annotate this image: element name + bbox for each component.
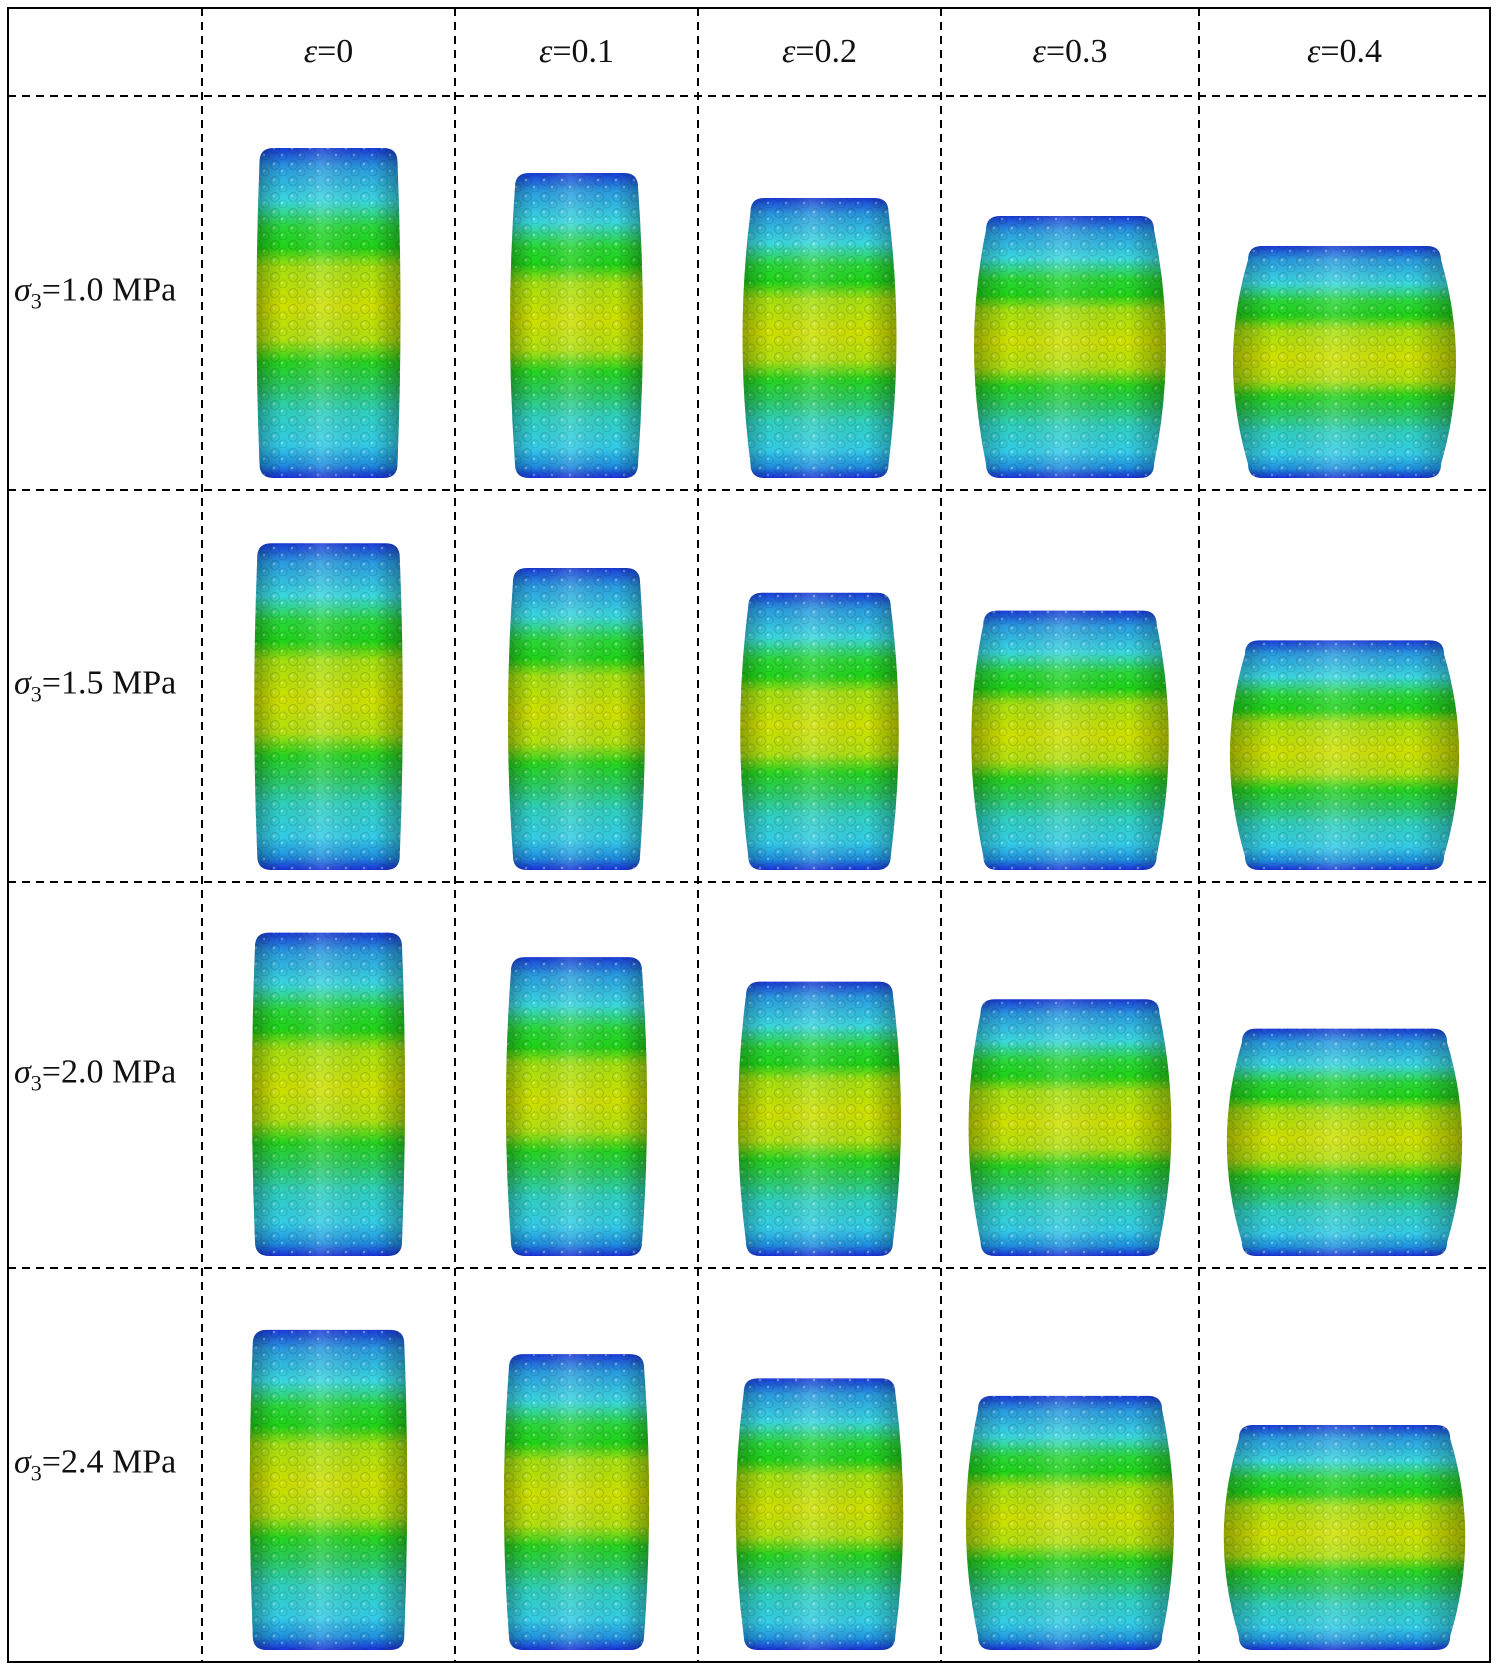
stress-subscript: 3	[30, 1460, 42, 1486]
strain-symbol: ε	[303, 33, 318, 70]
stress-value: =1.5 MPa	[41, 664, 177, 702]
stress-subscript: 3	[30, 1070, 42, 1096]
specimen-image	[249, 1329, 408, 1650]
specimen-image	[740, 592, 899, 870]
stress-symbol: σ	[14, 1053, 31, 1091]
specimen-image	[254, 543, 403, 870]
strain-symbol: ε	[781, 33, 796, 70]
row-header: σ3=2.4 MPa	[14, 1443, 177, 1486]
stress-subscript: 3	[30, 288, 42, 314]
strain-symbol: ε	[1032, 33, 1046, 70]
column-header: ε=0.1	[539, 35, 614, 69]
specimen-image	[256, 148, 401, 478]
specimen-image	[1233, 246, 1456, 478]
specimen-image	[1229, 640, 1460, 870]
strain-value: =0.3	[1045, 33, 1108, 70]
column-header: ε=0.4	[1307, 35, 1382, 69]
specimen-image	[505, 957, 648, 1256]
specimen-image	[510, 173, 643, 478]
stress-symbol: σ	[14, 271, 31, 309]
specimen-image	[971, 610, 1169, 870]
strain-value: =0	[317, 33, 354, 70]
row-header: σ3=1.0 MPa	[14, 271, 177, 314]
stress-symbol: σ	[14, 1443, 31, 1481]
row-header: σ3=2.0 MPa	[14, 1053, 177, 1096]
specimen-image	[1226, 1028, 1463, 1256]
stress-value: =1.0 MPa	[41, 271, 177, 309]
specimen-image	[968, 999, 1172, 1256]
column-header: ε=0.2	[782, 35, 857, 69]
column-header: ε=0.3	[1032, 35, 1107, 69]
outer-border	[7, 7, 1491, 1663]
specimen-image	[252, 932, 405, 1256]
stress-value: =2.0 MPa	[41, 1053, 177, 1091]
strain-value: =0.1	[552, 33, 615, 70]
specimen-image	[965, 1395, 1175, 1650]
stress-subscript: 3	[30, 681, 42, 707]
specimen-image	[1223, 1424, 1466, 1650]
strain-symbol: ε	[538, 33, 553, 70]
strain-value: =0.2	[795, 33, 858, 70]
strain-value: =0.4	[1320, 33, 1383, 70]
specimen-image	[735, 1378, 904, 1650]
specimen-image	[503, 1354, 650, 1650]
stress-symbol: σ	[14, 664, 31, 702]
stress-value: =2.4 MPa	[41, 1443, 177, 1481]
strain-symbol: ε	[1306, 33, 1321, 70]
specimen-image	[974, 216, 1166, 478]
specimen-image	[738, 981, 901, 1256]
specimen-images	[249, 148, 1466, 1650]
row-header: σ3=1.5 MPa	[14, 664, 177, 707]
specimen-image	[507, 568, 646, 870]
column-header: ε=0	[304, 35, 354, 69]
specimen-image	[742, 198, 897, 478]
